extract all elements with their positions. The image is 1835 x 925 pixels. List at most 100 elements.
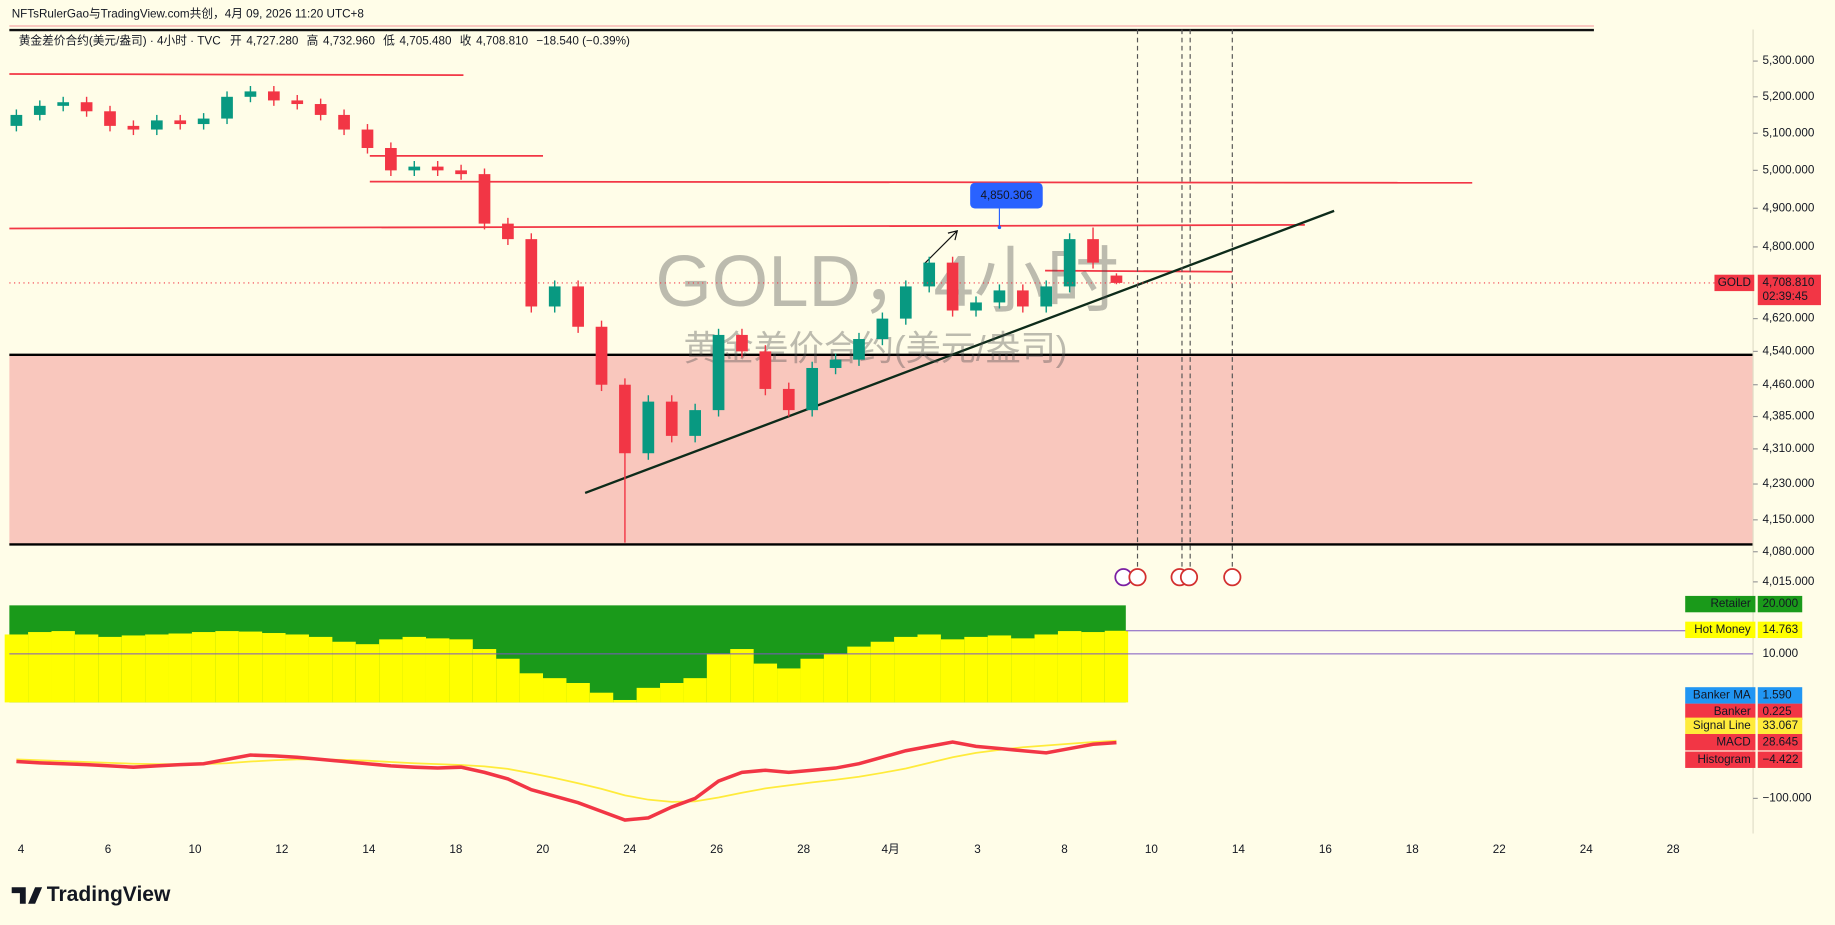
y-tick-label: 4,460.000 bbox=[1762, 378, 1814, 391]
macd-label-value-box bbox=[1757, 734, 1803, 751]
hot-money-bar bbox=[589, 692, 614, 703]
candle-body bbox=[736, 334, 748, 352]
change: −18.540 (−0.39%) bbox=[536, 34, 630, 47]
hot-money-bar bbox=[753, 663, 778, 703]
hot-money-bar bbox=[402, 636, 426, 703]
retailer-label-box bbox=[1685, 595, 1756, 613]
hot-money-bar bbox=[449, 639, 473, 703]
candle-body bbox=[1063, 239, 1076, 287]
x-tick-label: 28 bbox=[1667, 843, 1680, 856]
y-tick-label: 5,100.000 bbox=[1762, 126, 1814, 139]
y-tick-label: 4,385.000 bbox=[1762, 410, 1814, 423]
hot-money-bar bbox=[215, 631, 239, 703]
candle-body bbox=[923, 262, 936, 287]
hot-money-bar bbox=[168, 633, 192, 703]
candle-body bbox=[876, 318, 889, 340]
y-tick-label: 4,310.000 bbox=[1762, 442, 1814, 455]
candle-body bbox=[57, 102, 70, 106]
y-tick-label: 4,015.000 bbox=[1762, 575, 1814, 588]
hot-money-bar bbox=[425, 638, 450, 703]
hot-money-bar bbox=[28, 632, 52, 703]
hot-money-bar bbox=[706, 653, 731, 703]
drawings bbox=[9, 73, 1473, 273]
candle-body bbox=[455, 170, 467, 175]
candle-body bbox=[104, 111, 116, 126]
hot-money-bar bbox=[964, 636, 988, 703]
candle-body bbox=[619, 384, 631, 454]
x-tick-label: 16 bbox=[1319, 843, 1332, 856]
arrow bbox=[924, 229, 959, 264]
ohlc-value: 4,708.810 bbox=[476, 34, 528, 47]
macd-label-box bbox=[1685, 734, 1756, 751]
candle-body bbox=[595, 326, 608, 385]
hot-money-bar bbox=[355, 644, 380, 703]
banker-label: Banker bbox=[1714, 705, 1751, 718]
candle-body bbox=[899, 286, 912, 319]
candle-body bbox=[33, 105, 46, 115]
candle-body bbox=[244, 91, 257, 97]
banker-ma-label-value: 1.590 bbox=[1762, 688, 1792, 701]
y-tick-label: 4,540.000 bbox=[1762, 344, 1814, 357]
x-tick-label: 18 bbox=[449, 843, 462, 856]
candle-body bbox=[10, 114, 23, 126]
x-tick-label: 14 bbox=[1232, 843, 1246, 856]
banker-label-box bbox=[1685, 703, 1756, 720]
candle-body bbox=[221, 96, 233, 119]
ohlc-key: 开 bbox=[230, 34, 242, 47]
hot-money-bar bbox=[4, 634, 29, 703]
hot-money-bar bbox=[636, 687, 661, 703]
hot-money-bar bbox=[543, 678, 567, 703]
event-icons bbox=[1114, 568, 1242, 587]
candle-body bbox=[1040, 286, 1053, 307]
banker-ma-label-box bbox=[1685, 687, 1756, 704]
candle-body bbox=[853, 339, 865, 360]
x-tick-label: 4 bbox=[18, 843, 25, 856]
y-tick-label: 4,620.000 bbox=[1762, 312, 1814, 325]
hot-money-bar bbox=[472, 649, 497, 703]
hot-money-label-value: 14.763 bbox=[1762, 623, 1798, 636]
countdown: 02:39:45 bbox=[1762, 290, 1808, 303]
y-tick-label: 10.000 bbox=[1762, 647, 1798, 660]
macd-line bbox=[16, 740, 1117, 822]
symbol: 黄金差价合约(美元/盎司) · 4小时 · TVC bbox=[19, 33, 221, 47]
symbol-tag bbox=[1714, 274, 1755, 292]
candle-body bbox=[267, 91, 280, 101]
y-tick-label: 5,000.000 bbox=[1762, 163, 1814, 176]
brand: TradingView bbox=[47, 883, 171, 906]
macd-label-value: 28.645 bbox=[1762, 735, 1798, 748]
hot-money-bar bbox=[800, 658, 824, 703]
candle-body bbox=[1087, 239, 1099, 263]
y-tick-label: 4,900.000 bbox=[1762, 201, 1814, 214]
candle-body bbox=[408, 166, 421, 171]
ohlc-value: 4,705.480 bbox=[400, 34, 452, 47]
hot-money-bar bbox=[191, 632, 216, 703]
hot-money-bar bbox=[51, 631, 75, 703]
banker-label-value: 0.225 bbox=[1762, 705, 1792, 718]
y-tick-label: −100.000 bbox=[1762, 791, 1812, 804]
x-tick-label: 10 bbox=[1145, 843, 1159, 856]
hot-money-bar bbox=[917, 634, 941, 703]
price-tag-text: 4,708.810 bbox=[1762, 276, 1814, 289]
hot-money-label-value-box bbox=[1757, 621, 1803, 639]
hot-money-bar bbox=[777, 668, 801, 703]
hot-money-bar bbox=[870, 641, 895, 703]
x-tick-label: 6 bbox=[105, 843, 112, 856]
hot-money-bar bbox=[613, 699, 637, 703]
candle-body bbox=[385, 147, 397, 171]
hot-money-bar bbox=[730, 649, 754, 703]
hot-money-bar bbox=[98, 636, 122, 703]
banker-ma-label-value-box bbox=[1757, 687, 1803, 704]
candle-body bbox=[712, 334, 725, 411]
price-tag bbox=[1757, 274, 1821, 306]
hot-money-label-box bbox=[1685, 621, 1756, 639]
hot-money-bar bbox=[894, 636, 918, 703]
y-tick-label: 4,080.000 bbox=[1762, 545, 1814, 558]
candle-body bbox=[525, 239, 538, 307]
x-tick-label: 10 bbox=[188, 843, 202, 856]
ohlc-key: 高 bbox=[307, 33, 319, 47]
candle-body bbox=[993, 290, 1006, 303]
signal-label-box bbox=[1685, 717, 1756, 735]
candle-body bbox=[174, 120, 187, 125]
macd-label: MACD bbox=[1716, 735, 1750, 748]
